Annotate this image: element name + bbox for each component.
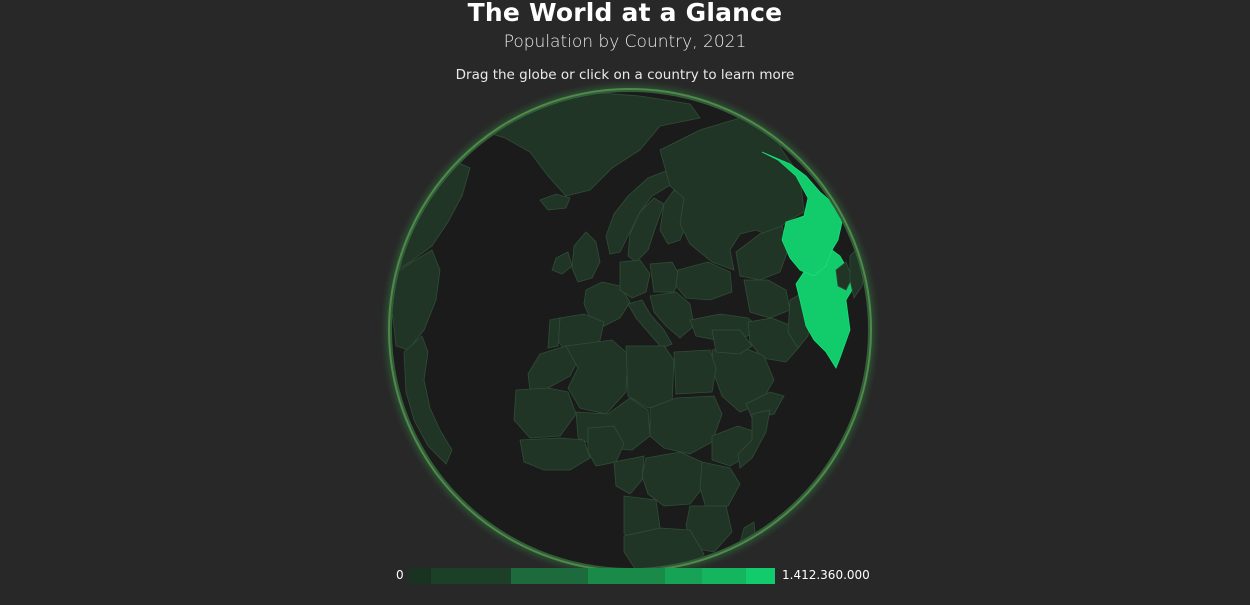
legend-step bbox=[430, 568, 512, 584]
country-greenland[interactable] bbox=[469, 92, 701, 197]
country-balkans[interactable] bbox=[649, 291, 695, 339]
country-somalia[interactable] bbox=[737, 409, 771, 469]
legend-step bbox=[745, 568, 775, 584]
country-west-africa[interactable] bbox=[519, 437, 591, 471]
country-dr-congo[interactable] bbox=[641, 451, 705, 507]
country-layer bbox=[392, 92, 867, 568]
country-tanzania-mozambique[interactable] bbox=[685, 505, 733, 553]
country-germany[interactable] bbox=[619, 259, 651, 299]
country-united-states[interactable] bbox=[392, 249, 441, 351]
legend-step bbox=[588, 568, 666, 584]
country-france[interactable] bbox=[583, 281, 631, 327]
legend-color-scale bbox=[409, 568, 775, 584]
legend-step bbox=[665, 568, 702, 584]
country-iceland[interactable] bbox=[539, 193, 571, 211]
country-china[interactable] bbox=[761, 151, 853, 369]
page-subtitle: Population by Country, 2021 bbox=[503, 32, 747, 52]
instruction-text: Drag the globe or click on a country to … bbox=[455, 67, 795, 83]
country-central-west[interactable] bbox=[613, 455, 645, 495]
country-yemen-oman[interactable] bbox=[745, 391, 785, 419]
legend-step bbox=[701, 568, 746, 584]
country-sweden[interactable] bbox=[627, 197, 665, 263]
country-egypt[interactable] bbox=[673, 349, 717, 395]
legend-max-label: 1.412.360.000 bbox=[782, 568, 870, 582]
legend-min-label: 0 bbox=[396, 568, 404, 582]
country-western-sahara-mauritania[interactable] bbox=[513, 387, 577, 439]
country-east-africa[interactable] bbox=[699, 461, 741, 509]
country-iraq-syria[interactable] bbox=[711, 329, 753, 355]
page-title: The World at a Glance bbox=[467, 0, 783, 27]
legend-step bbox=[409, 568, 431, 584]
country-mexico[interactable] bbox=[403, 335, 453, 465]
country-italy[interactable] bbox=[627, 299, 673, 349]
country-korea[interactable] bbox=[835, 261, 853, 291]
legend-step bbox=[511, 568, 589, 584]
country-united-kingdom[interactable] bbox=[571, 231, 601, 283]
country-libya[interactable] bbox=[625, 345, 675, 409]
country-portugal[interactable] bbox=[547, 317, 561, 349]
country-iran[interactable] bbox=[747, 317, 801, 363]
country-ireland[interactable] bbox=[551, 251, 573, 275]
country-norway[interactable] bbox=[605, 169, 673, 255]
country-kazakhstan[interactable] bbox=[735, 225, 789, 281]
country-ukraine[interactable] bbox=[675, 261, 733, 301]
